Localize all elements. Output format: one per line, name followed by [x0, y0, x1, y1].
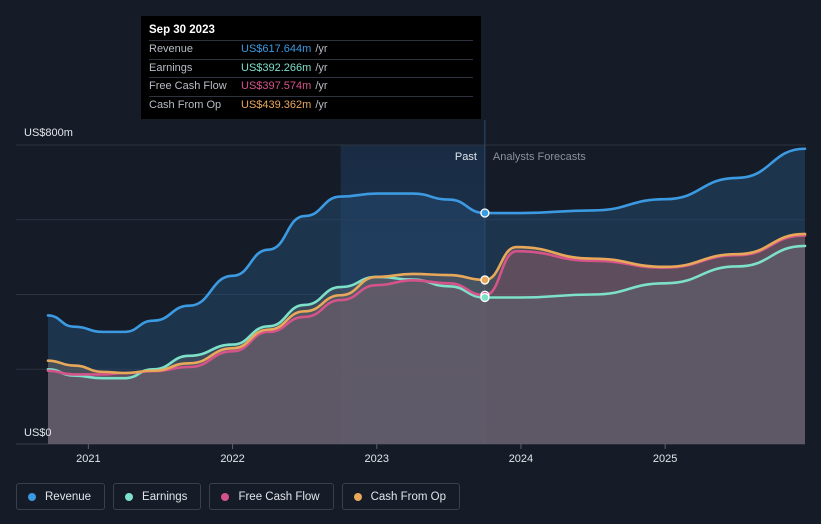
legend-label: Cash From Op [370, 490, 447, 503]
tooltip-row-cash-from-op: Cash From Op US$439.362m /yr [149, 95, 473, 115]
tooltip-label: Earnings [149, 61, 193, 74]
legend-dot-icon [28, 492, 36, 501]
x-tick-label: 2022 [220, 453, 244, 465]
area-revenue [48, 148, 805, 445]
legend: Revenue Earnings Free Cash Flow Cash Fro… [16, 483, 461, 510]
tooltip-row-free-cash-flow: Free Cash Flow US$397.574m /yr [149, 77, 473, 96]
legend-label: Free Cash Flow [238, 490, 320, 503]
tooltip-row-earnings: Earnings US$392.266m /yr [149, 58, 473, 78]
tooltip-value: US$439.362m [241, 98, 312, 111]
marker-revenue [480, 208, 490, 218]
legend-dot-icon [125, 492, 134, 501]
forecast-label: Analysts Forecasts [493, 151, 586, 163]
x-tick-label: 2023 [365, 453, 389, 465]
legend-item-earnings[interactable]: Earnings [113, 483, 202, 510]
tooltip-label: Free Cash Flow [149, 80, 227, 92]
area-free-cash-flow [48, 235, 805, 444]
legend-item-revenue[interactable]: Revenue [16, 483, 106, 510]
marker-earnings [480, 292, 490, 303]
tooltip-label: Cash From Op [149, 98, 222, 111]
line-cash-from-op [46, 232, 807, 375]
legend-label: Revenue [45, 490, 92, 503]
line-earnings [46, 244, 807, 380]
x-tick-label: 2025 [653, 453, 677, 465]
past-label: Past [455, 151, 477, 163]
tooltip-unit: /yr [315, 43, 328, 55]
line-revenue [46, 147, 807, 334]
legend-label: Earnings [142, 490, 188, 503]
y-label-top: US$800m [24, 127, 73, 139]
tooltip-date: Sep 30 2023 [149, 24, 215, 36]
legend-item-free-cash-flow[interactable]: Free Cash Flow [209, 483, 334, 510]
marker-cash-from-op [480, 275, 490, 285]
tooltip-value: US$397.574m [241, 80, 312, 92]
y-label-bottom: US$0 [24, 427, 52, 439]
tooltip-unit: /yr [315, 61, 328, 74]
legend-dot-icon [353, 492, 362, 501]
chart: US$800m US$0 Past Analysts Forecasts 202… [16, 120, 807, 465]
tooltip-unit: /yr [315, 80, 328, 92]
x-tick-label: 2024 [509, 453, 533, 465]
tooltip: Sep 30 2023 Revenue US$617.644m /yr Earn… [141, 16, 481, 119]
tooltip-label: Revenue [149, 43, 194, 55]
legend-item-cash-from-op[interactable]: Cash From Op [341, 483, 461, 510]
area-earnings [48, 245, 805, 444]
area-cash-from-op [48, 233, 805, 444]
legend-dot-icon [221, 492, 230, 501]
tooltip-row-revenue: Revenue US$617.644m /yr [149, 40, 473, 59]
tooltip-value: US$617.644m [241, 43, 312, 55]
tooltip-value: US$392.266m [241, 61, 312, 74]
tooltip-unit: /yr [315, 98, 328, 111]
x-tick-label: 2021 [76, 453, 100, 465]
